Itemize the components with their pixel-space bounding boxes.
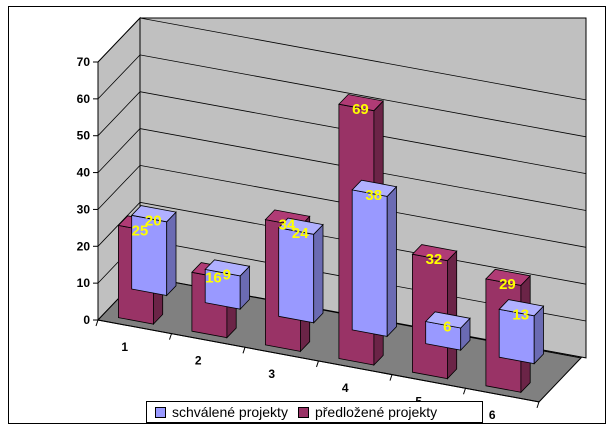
bar-top <box>351 179 398 197</box>
bar-side <box>166 211 177 297</box>
bar-side <box>386 185 397 338</box>
x-tick-label: 4 <box>342 381 349 395</box>
gridline <box>97 128 587 211</box>
data-label-s1: 38 <box>365 187 382 204</box>
data-label-s1: 24 <box>292 225 309 242</box>
x-tick-mark <box>389 374 393 381</box>
legend-label: schválené projekty <box>172 404 288 420</box>
legend-swatch <box>155 406 166 418</box>
gridline <box>97 91 587 174</box>
data-label-s1: 9 <box>223 266 231 283</box>
bar-s1 <box>278 227 315 324</box>
y-tick-label: 60 <box>77 92 91 106</box>
legend-item-series-2: předložené projekty <box>297 404 438 420</box>
bar-top <box>338 94 385 112</box>
data-label-s2: 69 <box>352 101 369 118</box>
x-tick-label: 1 <box>121 340 128 354</box>
bar-s1 <box>351 189 388 337</box>
x-tick-label: 3 <box>268 367 275 381</box>
data-label-s1: 20 <box>145 212 162 229</box>
legend: schválené projekty předložené projekty <box>146 401 483 423</box>
x-tick-mark <box>536 401 540 409</box>
data-label-s1: 13 <box>512 306 529 323</box>
x-tick-label: 2 <box>195 353 202 367</box>
legend-item-series-1: schválené projekty <box>155 404 288 420</box>
data-label-s1: 6 <box>443 318 451 335</box>
data-label-s2: 25 <box>132 222 149 239</box>
y-tick-label: 20 <box>77 239 91 253</box>
legend-swatch <box>297 406 309 418</box>
bar-top <box>204 259 251 277</box>
gridline <box>97 164 587 248</box>
bar-top <box>130 205 177 223</box>
y-tick-label: 0 <box>83 313 90 327</box>
y-tick-label: 70 <box>77 55 91 69</box>
bar-top <box>424 311 471 329</box>
data-label-s2: 29 <box>499 276 516 293</box>
x-tick-mark <box>242 347 246 354</box>
legend-label: předložené projekty <box>314 404 438 420</box>
x-tick-mark <box>463 388 466 395</box>
x-tick-mark <box>169 333 172 340</box>
bar-top <box>277 217 324 235</box>
y-tick-label: 30 <box>77 202 91 216</box>
y-tick-label: 40 <box>77 166 91 180</box>
data-label-s2: 32 <box>426 251 443 268</box>
gridline <box>97 17 587 101</box>
bar-top <box>485 268 532 286</box>
x-tick-mark <box>95 319 99 327</box>
y-tick-label: 50 <box>77 129 91 143</box>
bar-top <box>411 244 458 262</box>
data-label-s2: 16 <box>205 269 222 286</box>
gridline <box>97 54 587 138</box>
data-label-s2: 34 <box>279 217 296 234</box>
bar-top <box>498 299 545 317</box>
bar-side <box>313 223 324 324</box>
x-tick-mark <box>316 360 319 368</box>
x-tick-label: 6 <box>489 408 496 422</box>
y-tick-label: 10 <box>77 276 91 290</box>
